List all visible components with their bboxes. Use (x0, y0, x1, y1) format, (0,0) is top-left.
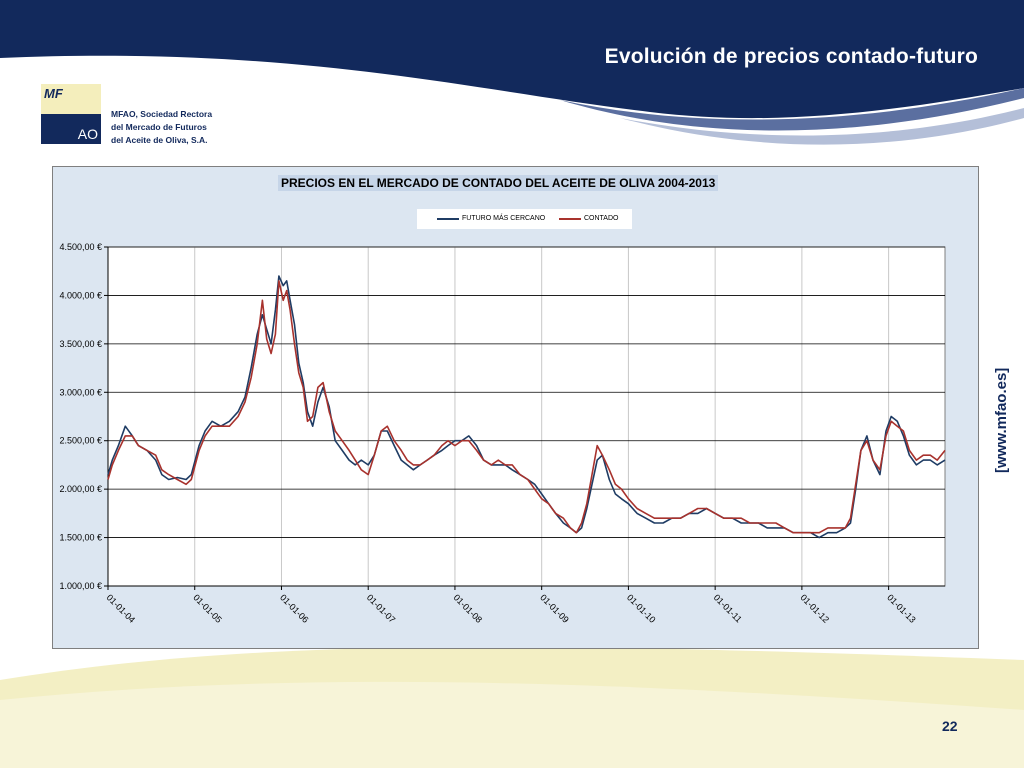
org-line-3: del Aceite de Oliva, S.A. (111, 135, 208, 145)
logo-bottom: AO (41, 114, 101, 144)
x-tick-label: 01-01-07 (365, 592, 398, 625)
legend-item-contado: CONTADO (559, 215, 618, 222)
x-tick-label: 01-01-04 (105, 592, 138, 625)
plot-area (107, 246, 946, 587)
footer-wave-light (0, 681, 1024, 768)
org-name: MFAO, Sociedad Rectora del Mercado de Fu… (111, 108, 212, 147)
logo-top: MF (41, 84, 101, 114)
y-tick-label: 2.000,00 € (59, 484, 102, 494)
website-link[interactable]: [www.mfao.es] (993, 367, 1010, 473)
chart-legend: FUTURO MÁS CERCANO CONTADO (417, 209, 632, 229)
legend-swatch-contado (559, 217, 581, 220)
header-wave-accent (560, 88, 1024, 131)
x-tick-label: 01-01-05 (191, 592, 224, 625)
x-tick-label: 01-01-06 (278, 592, 311, 625)
legend-item-futuro: FUTURO MÁS CERCANO (437, 215, 545, 222)
y-tick-label: 1.500,00 € (59, 533, 102, 543)
slide-title: Evolución de precios contado-futuro (604, 45, 978, 68)
y-tick-label: 3.500,00 € (59, 339, 102, 349)
y-tick-label: 3.000,00 € (59, 387, 102, 397)
series-line-contado (107, 280, 946, 534)
y-tick-label: 2.500,00 € (59, 436, 102, 446)
x-tick-label: 01-01-13 (885, 592, 918, 625)
x-tick-label: 01-01-12 (798, 592, 831, 625)
header-wave (0, 0, 1024, 119)
legend-label-futuro: FUTURO MÁS CERCANO (462, 215, 546, 222)
x-tick-label: 01-01-11 (712, 592, 744, 624)
mfao-logo: MF AO (41, 84, 101, 144)
legend-swatch-futuro (437, 217, 459, 220)
logo-mark-top: MF (44, 86, 63, 101)
x-tick-label: 01-01-10 (625, 592, 658, 625)
logo-mark-bottom: AO (77, 126, 98, 142)
legend-label-contado: CONTADO (584, 215, 619, 222)
chart-title: PRECIOS EN EL MERCADO DE CONTADO DEL ACE… (278, 175, 719, 191)
header-wave-accent-light (620, 108, 1024, 145)
x-tick-label: 01-01-09 (538, 592, 571, 625)
y-tick-label: 4.500,00 € (59, 242, 102, 252)
page-number: 22 (942, 718, 958, 734)
org-line-1: MFAO, Sociedad Rectora (111, 109, 213, 119)
x-tick-label: 01-01-08 (452, 592, 485, 625)
y-tick-label: 4.000,00 € (59, 290, 102, 300)
org-line-2: del Mercado de Futuros (111, 122, 207, 132)
y-tick-label: 1.000,00 € (59, 581, 102, 591)
